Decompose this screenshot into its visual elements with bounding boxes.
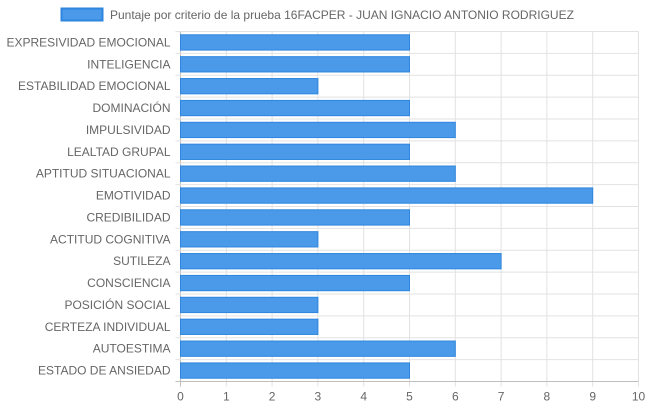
bar[interactable] (180, 99, 410, 117)
category-label: APTITUD SITUACIONAL (36, 167, 171, 181)
x-tick-label: 8 (544, 390, 551, 404)
category-label: CREDIBILIDAD (86, 210, 170, 224)
gridlines (175, 31, 639, 387)
bar[interactable] (180, 231, 319, 248)
x-tick-label: 3 (315, 390, 322, 404)
x-tick-label: 7 (498, 390, 505, 404)
x-axis-tick-labels: 0 1 2 3 4 5 6 7 8 9 10 (177, 390, 645, 404)
category-label: POSICIÓN SOCIAL (64, 297, 170, 312)
category-label: INTELIGENCIA (87, 57, 170, 71)
legend-swatch (60, 7, 104, 22)
x-tick-label: 6 (452, 390, 459, 404)
x-tick-label: 0 (177, 390, 184, 404)
category-label: CERTEZA INDIVIDUAL (45, 320, 171, 334)
x-tick-label: 5 (406, 390, 413, 404)
category-label: ACTITUD COGNITIVA (50, 232, 170, 246)
category-label: ESTADO DE ANSIEDAD (38, 364, 171, 378)
x-tick-label: 4 (360, 390, 367, 404)
bar[interactable] (180, 318, 319, 335)
bar[interactable] (180, 34, 410, 51)
category-label: IMPULSIVIDAD (86, 123, 171, 137)
category-label: EXPRESIVIDAD EMOCIONAL (6, 35, 170, 49)
x-tick-label: 1 (223, 390, 230, 404)
bar[interactable] (180, 209, 410, 226)
legend[interactable]: Puntaje por criterio de la prueba 16FACP… (60, 7, 574, 22)
category-label: AUTOESTIMA (93, 342, 171, 356)
bar[interactable] (180, 296, 319, 314)
bar[interactable] (180, 362, 410, 379)
x-tick-label: 10 (632, 390, 646, 404)
category-label: SUTILEZA (113, 254, 170, 268)
category-label: ESTABILIDAD EMOCIONAL (18, 79, 171, 93)
bar[interactable] (180, 143, 410, 160)
bar[interactable] (180, 187, 594, 204)
x-tick-label: 9 (589, 390, 596, 404)
bar[interactable] (180, 253, 502, 270)
bar[interactable] (180, 274, 410, 292)
bars (180, 34, 594, 379)
bar[interactable] (180, 56, 410, 73)
category-label: LEALTAD GRUPAL (67, 145, 171, 159)
category-label: DOMINACIÓN (93, 100, 171, 115)
bar[interactable] (180, 121, 456, 139)
category-label: CONSCIENCIA (87, 276, 170, 290)
category-labels: EXPRESIVIDAD EMOCIONAL INTELIGENCIA ESTABI… (6, 35, 170, 377)
bar[interactable] (180, 165, 456, 182)
bar[interactable] (180, 340, 456, 357)
category-label: EMOTIVIDAD (96, 189, 171, 203)
x-tick-label: 2 (269, 390, 276, 404)
bar[interactable] (180, 78, 319, 95)
legend-label: Puntaje por criterio de la prueba 16FACP… (110, 8, 574, 22)
